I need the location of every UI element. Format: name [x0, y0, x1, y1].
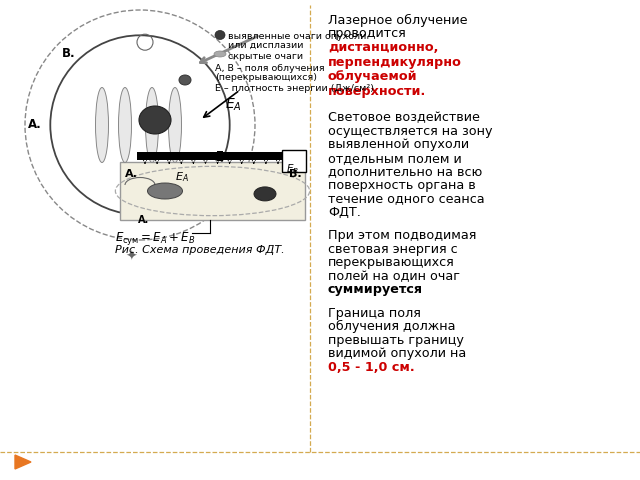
Text: Граница поля: Граница поля: [328, 307, 421, 320]
Ellipse shape: [118, 87, 131, 163]
Ellipse shape: [179, 75, 191, 85]
Text: выявленные очаги опухоли: выявленные очаги опухоли: [228, 32, 366, 41]
Ellipse shape: [214, 51, 226, 57]
Text: При этом подводимая: При этом подводимая: [328, 229, 476, 242]
Text: отдельным полем и: отдельным полем и: [328, 152, 461, 165]
Ellipse shape: [254, 187, 276, 201]
Text: $E_B$: $E_B$: [286, 162, 299, 176]
Text: облучения должна: облучения должна: [328, 320, 456, 333]
Text: поверхности.: поверхности.: [328, 85, 426, 98]
Text: Световое воздействие: Световое воздействие: [328, 111, 480, 124]
Text: скрытые очаги: скрытые очаги: [228, 52, 303, 61]
Text: проводится: проводится: [328, 27, 407, 40]
Text: $E_A$: $E_A$: [225, 97, 242, 113]
Ellipse shape: [147, 183, 182, 199]
Text: А.: А.: [28, 119, 42, 132]
Ellipse shape: [168, 87, 182, 163]
Text: или дисплазии: или дисплазии: [228, 41, 303, 50]
Text: $E_{\rm сум} = E_A + E_B$: $E_{\rm сум} = E_A + E_B$: [115, 230, 195, 247]
Polygon shape: [15, 455, 31, 469]
Text: видимой опухоли на: видимой опухоли на: [328, 347, 467, 360]
Bar: [137, 152, 306, 160]
Ellipse shape: [139, 106, 171, 134]
Text: А, В – поля облучения: А, В – поля облучения: [215, 64, 324, 73]
Text: выявленной опухоли: выявленной опухоли: [328, 138, 469, 151]
Text: суммируется: суммируется: [328, 283, 423, 296]
Text: поверхность органа в: поверхность органа в: [328, 179, 476, 192]
Text: дополнительно на всю: дополнительно на всю: [328, 165, 483, 178]
Bar: [217, 151, 223, 161]
Text: А.: А.: [125, 168, 138, 179]
Text: $E_A$: $E_A$: [175, 170, 189, 184]
Text: облучаемой: облучаемой: [328, 70, 418, 83]
Ellipse shape: [95, 87, 109, 163]
Text: Рис. Схема проведения ФДТ.: Рис. Схема проведения ФДТ.: [115, 245, 285, 255]
Text: ✦: ✦: [125, 250, 136, 264]
Text: превышать границу: превышать границу: [328, 334, 464, 347]
Text: дистанционно,: дистанционно,: [328, 41, 438, 54]
Text: ФДТ.: ФДТ.: [328, 206, 361, 219]
Text: течение одного сеанса: течение одного сеанса: [328, 192, 484, 205]
Text: .: .: [403, 283, 407, 296]
Text: световая энергия с: световая энергия с: [328, 243, 458, 256]
Text: А.: А.: [138, 215, 149, 225]
Bar: [282, 150, 306, 172]
Text: 0,5 - 1,0 см.: 0,5 - 1,0 см.: [328, 360, 415, 374]
Ellipse shape: [215, 31, 225, 39]
Text: полей на один очаг: полей на один очаг: [328, 270, 460, 283]
Text: (перекрывающихся): (перекрывающихся): [215, 73, 317, 82]
Bar: [120, 162, 305, 220]
Text: осуществляется на зону: осуществляется на зону: [328, 125, 493, 138]
Text: перпендикулярно: перпендикулярно: [328, 56, 462, 69]
Text: перекрывающихся: перекрывающихся: [328, 256, 455, 269]
Text: В.: В.: [62, 47, 76, 60]
Text: Лазерное облучение: Лазерное облучение: [328, 14, 467, 27]
Ellipse shape: [145, 87, 159, 163]
Text: В.: В.: [289, 168, 301, 179]
Text: E – плотность энергии (Дж/см²): E – плотность энергии (Дж/см²): [215, 84, 374, 93]
